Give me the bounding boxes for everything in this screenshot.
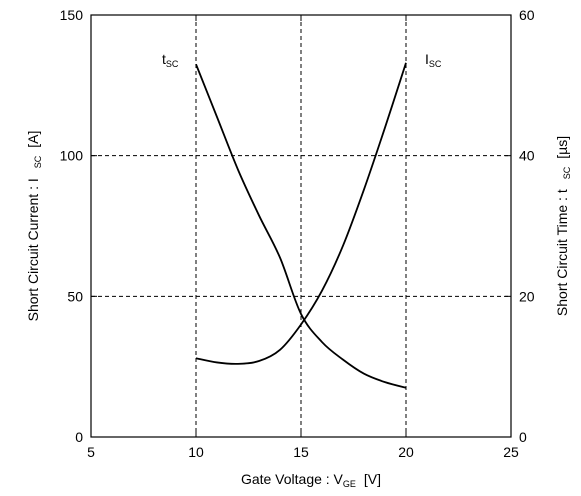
x-tick-label: 20 (398, 444, 414, 460)
curve-isc (195, 62, 407, 365)
x-axis-label-sub: GE (343, 479, 356, 489)
x-tick-label: 15 (293, 444, 309, 460)
right-y-axis-label-sub: SC (562, 166, 572, 179)
series-label-isc-main: I (425, 51, 429, 67)
curve-tsc (195, 63, 407, 389)
x-tick-label: 5 (87, 444, 95, 460)
x-axis-label-main: Gate Voltage : V (241, 471, 344, 487)
left-y-axis-label-main: Short Circuit Current : I (25, 178, 41, 321)
left-y-tick-label: 50 (67, 288, 83, 304)
left-y-tick-label: 0 (75, 429, 83, 445)
curves (195, 62, 407, 389)
x-axis-label: Gate Voltage : VGE [V] (241, 471, 381, 489)
left-y-tick-label: 150 (60, 7, 84, 23)
right-y-tick-label: 0 (519, 429, 527, 445)
series-label-isc: ISC (425, 51, 442, 69)
right-y-tick-label: 60 (519, 7, 535, 23)
right-y-tick-label: 20 (519, 288, 535, 304)
series-label-tsc-sub: SC (166, 59, 179, 69)
right-y-axis-label-main: Short Circuit Time : t (554, 189, 570, 316)
series-label-isc-sub: SC (429, 59, 442, 69)
right-y-axis-label-unit: [µs] (554, 136, 570, 159)
left-y-axis-label-sub: SC (33, 155, 43, 168)
series-label-tsc: tSC (162, 51, 179, 69)
left-y-axis-label-unit: [A] (25, 131, 41, 148)
x-axis-label-unit: [V] (364, 471, 381, 487)
grid-lines (91, 15, 511, 437)
x-tick-label: 25 (503, 444, 519, 460)
left-y-tick-label: 100 (60, 148, 84, 164)
x-tick-label: 10 (188, 444, 204, 460)
series-label-tsc-main: t (162, 51, 166, 67)
right-y-tick-label: 40 (519, 148, 535, 164)
left-y-axis-label: Short Circuit Current : I SC [A] (25, 131, 43, 322)
right-y-axis-label: Short Circuit Time : t SC [µs] (554, 136, 572, 316)
